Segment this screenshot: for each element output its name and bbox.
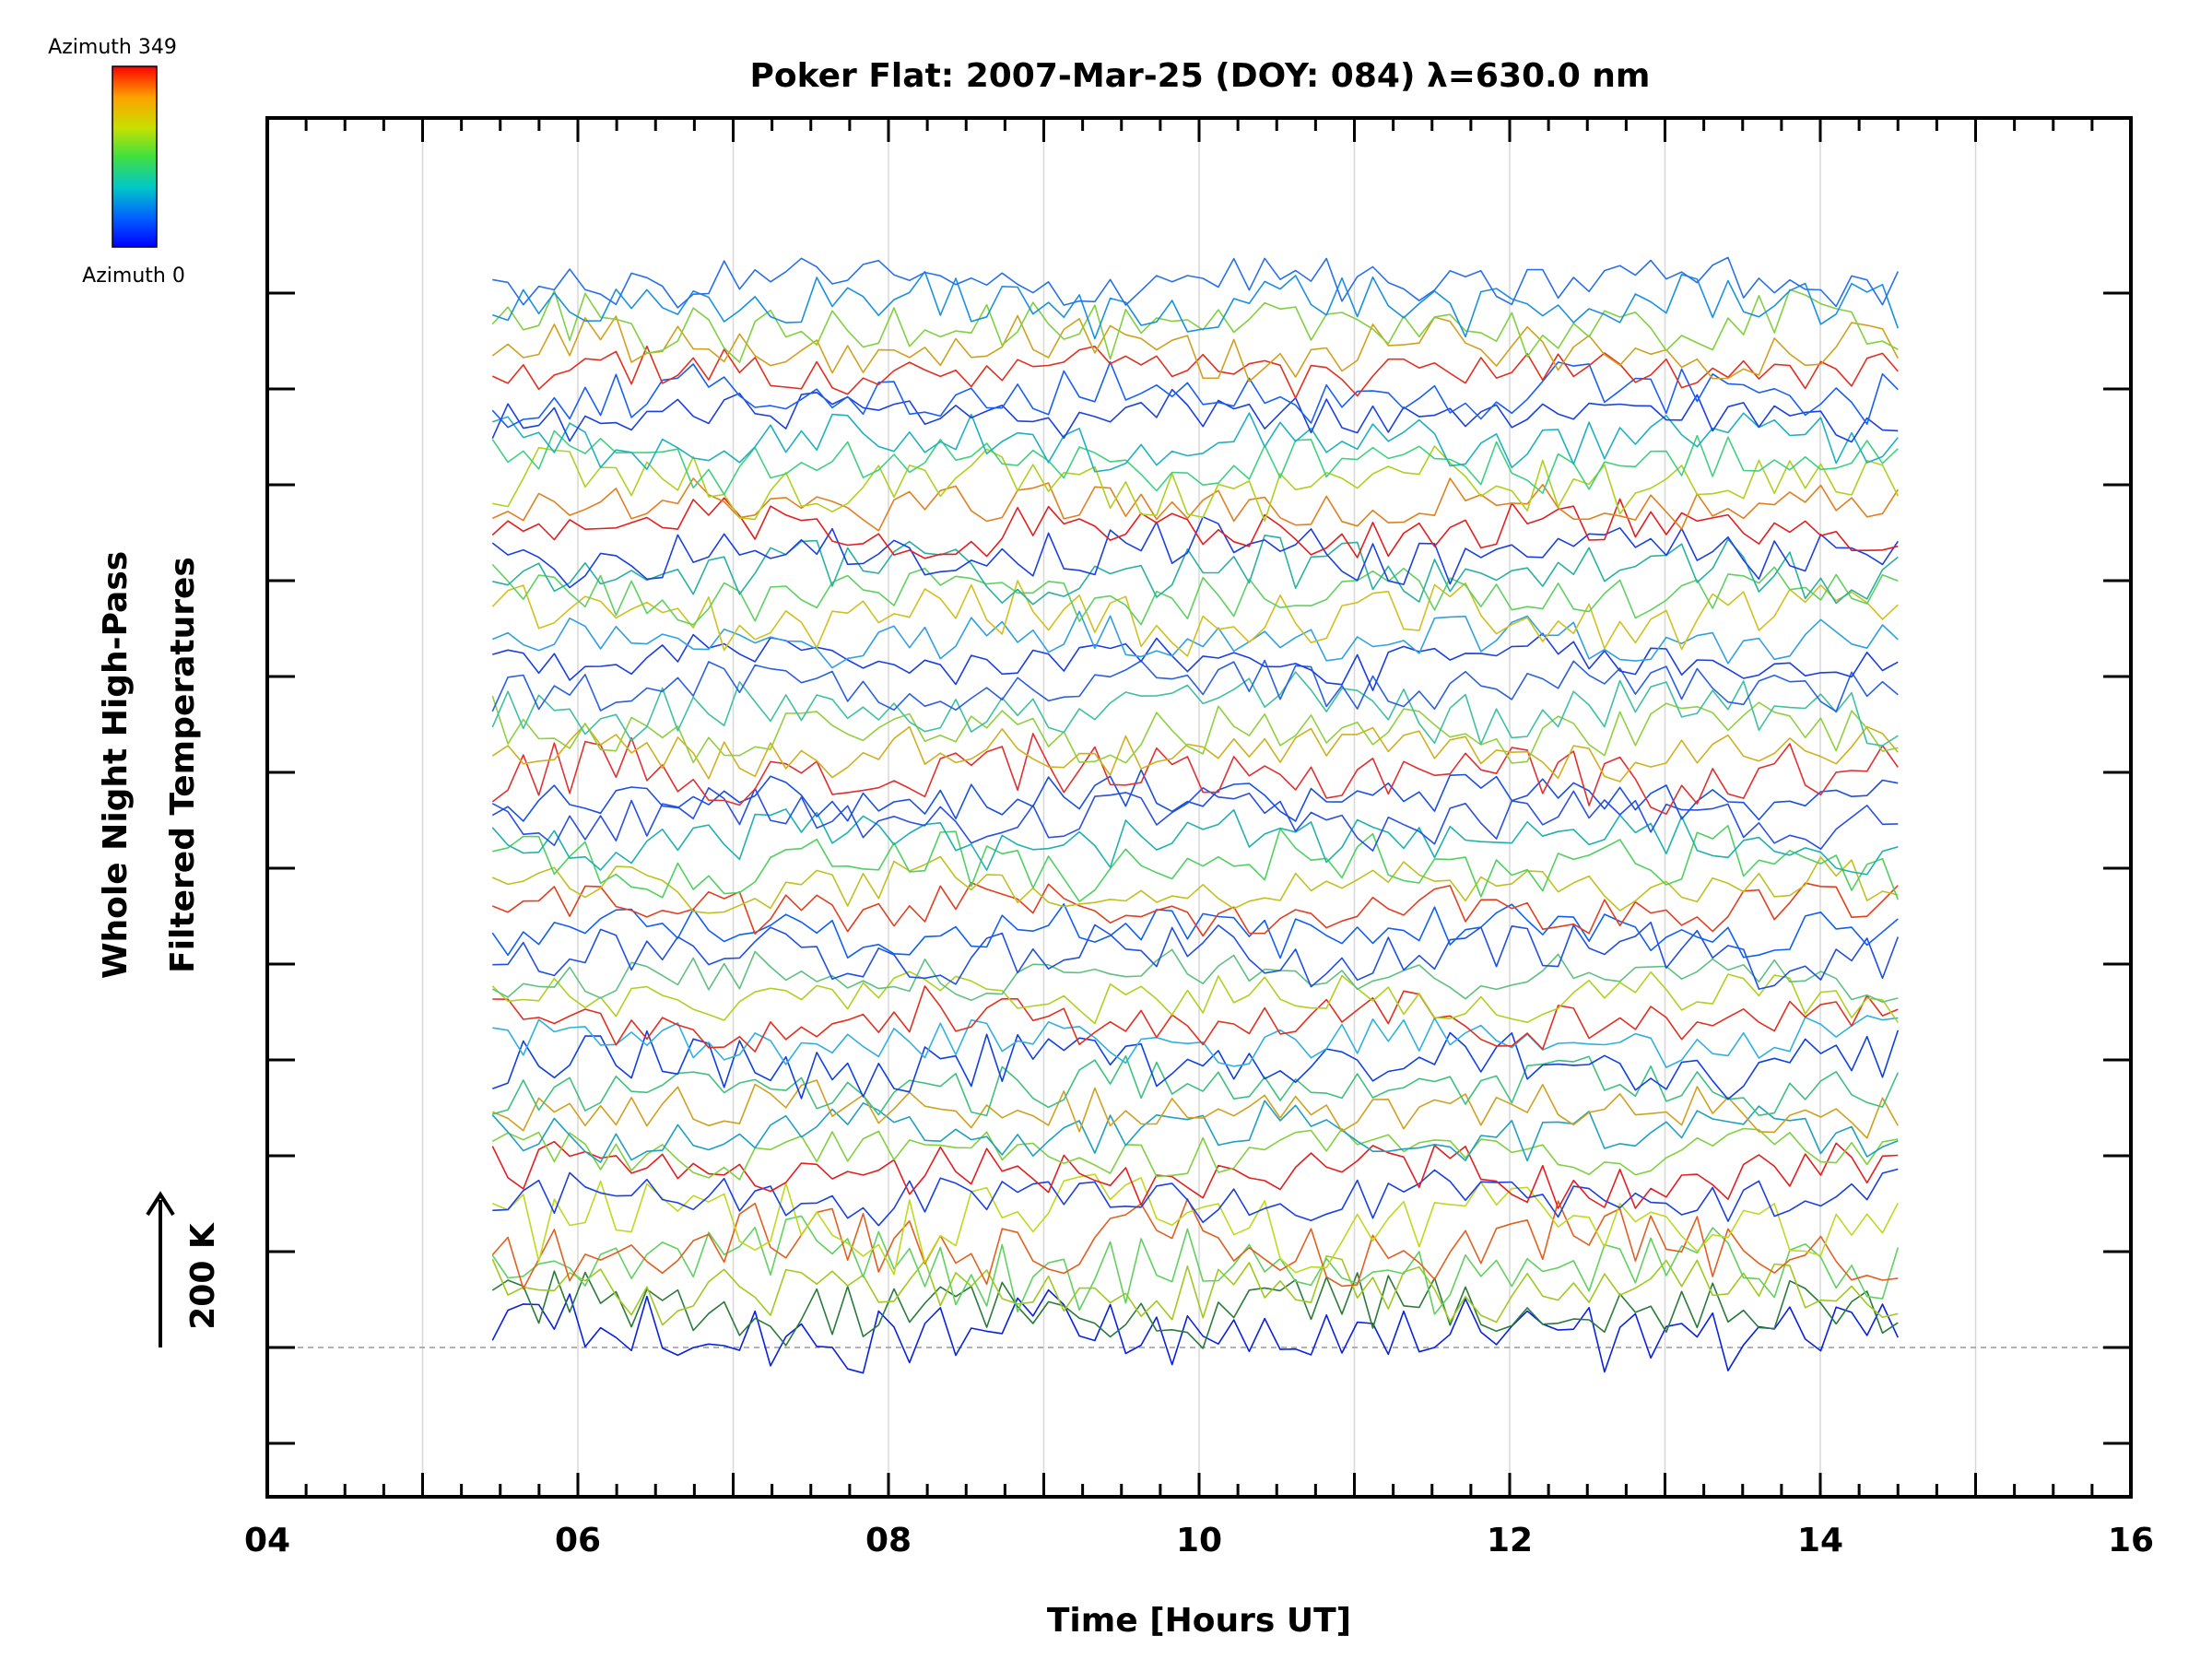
series-line-46 xyxy=(492,270,1900,340)
series-line-20 xyxy=(491,855,1899,914)
series-line-27 xyxy=(491,695,1899,764)
series-line-47 xyxy=(492,256,1900,309)
y-axis-label-line1: Whole Night High-Pass xyxy=(97,551,135,979)
colorbar: Azimuth 349 Azimuth 0 xyxy=(48,36,185,288)
y-ticks xyxy=(267,291,2131,1445)
x-tick-label-04: 04 xyxy=(244,1522,290,1559)
series-line-7 xyxy=(491,1140,1899,1209)
scale-arrow-head xyxy=(146,1191,175,1217)
series-line-12 xyxy=(492,1030,1900,1100)
series-line-44 xyxy=(491,314,1900,382)
series-line-10 xyxy=(491,1079,1899,1139)
series-line-24 xyxy=(491,769,1899,822)
x-tick-label-16: 16 xyxy=(2108,1522,2154,1559)
scale-bar: 200 K xyxy=(146,1191,222,1347)
series-line-45 xyxy=(491,288,1899,363)
series-line-16 xyxy=(491,948,1899,1003)
series-line-31 xyxy=(491,610,1899,669)
series-line-29 xyxy=(491,659,1899,712)
series-line-19 xyxy=(492,881,1899,937)
series-line-0 xyxy=(491,1288,1900,1374)
series-line-34 xyxy=(492,534,1899,606)
series-line-6 xyxy=(492,1168,1899,1227)
series-line-41 xyxy=(491,388,1899,443)
x-tick-labels: 04 06 08 10 12 14 16 xyxy=(244,1522,2154,1559)
series-line-37 xyxy=(491,477,1899,532)
series-group xyxy=(491,256,1900,1374)
series-line-32 xyxy=(491,580,1899,657)
series-line-4 xyxy=(491,1198,1899,1290)
series-line-5 xyxy=(491,1173,1900,1276)
series-line-22 xyxy=(491,808,1899,876)
series-line-43 xyxy=(491,345,1899,399)
series-line-25 xyxy=(491,733,1899,816)
series-line-36 xyxy=(491,497,1899,559)
x-gridlines xyxy=(421,118,1977,1497)
series-line-33 xyxy=(491,563,1899,626)
series-line-39 xyxy=(491,429,1899,496)
x-ticks xyxy=(265,118,2133,1497)
series-line-17 xyxy=(492,921,1900,990)
y-axis-label-line2: Filtered Temperatures xyxy=(164,557,202,973)
series-line-8 xyxy=(491,1127,1899,1181)
x-tick-label-10: 10 xyxy=(1176,1522,1222,1559)
x-tick-label-06: 06 xyxy=(555,1522,601,1559)
x-tick-label-12: 12 xyxy=(1487,1522,1533,1559)
series-line-42 xyxy=(491,360,1899,429)
series-line-23 xyxy=(491,786,1899,852)
series-line-35 xyxy=(491,515,1899,589)
series-line-13 xyxy=(492,1015,1899,1068)
series-line-18 xyxy=(491,903,1899,959)
series-line-1 xyxy=(491,1270,1899,1349)
series-line-3 xyxy=(491,1215,1900,1315)
scale-bar-label: 200 K xyxy=(184,1222,222,1330)
series-line-11 xyxy=(492,1055,1900,1117)
x-axis-label: Time [Hours UT] xyxy=(1047,1602,1351,1640)
colorbar-top-label: Azimuth 349 xyxy=(48,36,177,59)
series-line-14 xyxy=(492,985,1899,1053)
series-line-28 xyxy=(491,671,1899,747)
series-line-15 xyxy=(491,971,1899,1025)
x-tick-label-08: 08 xyxy=(865,1522,912,1559)
colorbar-gradient xyxy=(112,65,158,248)
series-line-2 xyxy=(491,1255,1899,1326)
chart-title: Poker Flat: 2007-Mar-25 (DOY: 084) λ=630… xyxy=(750,57,1651,95)
series-line-26 xyxy=(491,723,1899,782)
series-line-21 xyxy=(492,824,1900,902)
x-tick-label-14: 14 xyxy=(1797,1522,1843,1559)
series-line-38 xyxy=(492,445,1900,523)
colorbar-bottom-label: Azimuth 0 xyxy=(82,265,185,288)
